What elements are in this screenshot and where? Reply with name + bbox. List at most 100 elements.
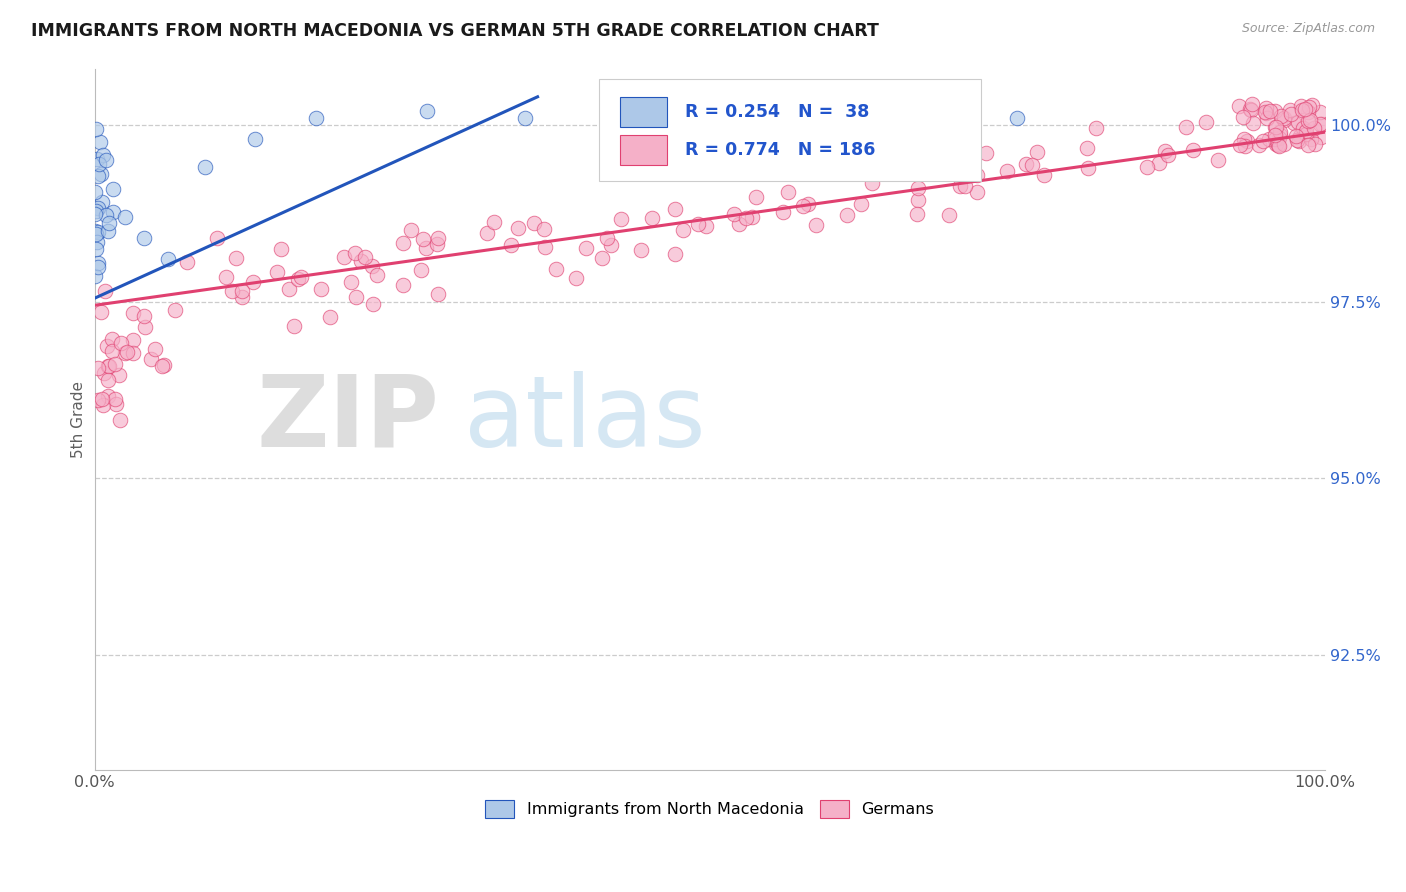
- Point: [1156, 148, 1178, 162]
- Point: [1279, 103, 1302, 117]
- Point: [84, 203, 107, 218]
- Point: [1296, 105, 1319, 120]
- Point: [664, 247, 686, 261]
- Point: [1310, 117, 1333, 131]
- Point: [744, 190, 766, 204]
- Point: [1292, 120, 1315, 135]
- Point: [150, 359, 173, 373]
- Point: [1254, 101, 1277, 115]
- Point: [1206, 153, 1229, 167]
- Point: [1310, 129, 1333, 144]
- Point: [87, 157, 110, 171]
- Point: [101, 344, 124, 359]
- Point: [114, 210, 136, 224]
- Point: [83, 207, 105, 221]
- Point: [1249, 137, 1271, 152]
- Point: [117, 345, 139, 359]
- Point: [132, 231, 155, 245]
- Point: [734, 211, 756, 226]
- Text: IMMIGRANTS FROM NORTH MACEDONIA VS GERMAN 5TH GRADE CORRELATION CHART: IMMIGRANTS FROM NORTH MACEDONIA VS GERMA…: [31, 22, 879, 40]
- Point: [1286, 115, 1309, 129]
- Point: [523, 216, 546, 230]
- Point: [1301, 132, 1323, 146]
- Point: [1077, 161, 1099, 175]
- Point: [231, 285, 253, 299]
- Point: [87, 392, 110, 407]
- Point: [84, 121, 107, 136]
- Point: [1174, 120, 1197, 134]
- Point: [87, 255, 110, 269]
- Point: [84, 224, 107, 238]
- Point: [98, 216, 121, 230]
- Point: [1254, 105, 1277, 120]
- Point: [1296, 138, 1319, 153]
- Point: [499, 237, 522, 252]
- Point: [399, 223, 422, 237]
- Point: [91, 148, 114, 162]
- Point: [243, 132, 266, 146]
- Point: [1153, 144, 1175, 158]
- Point: [1239, 102, 1261, 116]
- Point: [1015, 157, 1038, 171]
- Point: [1272, 113, 1295, 128]
- Point: [797, 197, 820, 211]
- Point: [93, 366, 115, 380]
- Point: [1241, 116, 1264, 130]
- Point: [361, 296, 384, 310]
- Point: [630, 244, 652, 258]
- Point: [1291, 103, 1313, 117]
- Point: [1295, 128, 1317, 142]
- Point: [1301, 98, 1323, 112]
- Point: [87, 201, 110, 215]
- Point: [610, 211, 633, 226]
- Point: [122, 333, 145, 347]
- Point: [266, 264, 288, 278]
- Point: [673, 111, 696, 125]
- Point: [1264, 120, 1286, 134]
- Point: [87, 225, 110, 239]
- Point: [97, 224, 120, 238]
- Point: [134, 319, 156, 334]
- Point: [104, 357, 127, 371]
- Point: [728, 217, 751, 231]
- Point: [723, 207, 745, 221]
- Point: [1264, 136, 1286, 151]
- Point: [599, 238, 621, 252]
- Point: [1279, 106, 1302, 120]
- Point: [966, 186, 988, 200]
- Point: [305, 111, 328, 125]
- Point: [221, 284, 243, 298]
- Y-axis label: 5th Grade: 5th Grade: [72, 381, 86, 458]
- Point: [231, 289, 253, 303]
- FancyBboxPatch shape: [599, 79, 980, 181]
- Point: [411, 263, 433, 277]
- Point: [311, 282, 333, 296]
- Point: [86, 152, 108, 166]
- Bar: [620, 97, 666, 127]
- Point: [426, 231, 449, 245]
- Point: [157, 252, 180, 267]
- Point: [333, 250, 356, 264]
- Point: [1296, 114, 1319, 128]
- Point: [1257, 132, 1279, 146]
- Point: [1227, 99, 1250, 113]
- Point: [89, 135, 111, 149]
- Point: [277, 282, 299, 296]
- Bar: [620, 135, 666, 165]
- Point: [1236, 134, 1258, 148]
- Text: ZIP: ZIP: [256, 370, 439, 467]
- Point: [343, 245, 366, 260]
- Point: [1264, 128, 1286, 142]
- Point: [392, 235, 415, 250]
- Point: [953, 178, 976, 193]
- Point: [1289, 99, 1312, 113]
- Text: Source: ZipAtlas.com: Source: ZipAtlas.com: [1241, 22, 1375, 36]
- Point: [100, 332, 122, 346]
- Point: [1267, 137, 1289, 152]
- Point: [1195, 115, 1218, 129]
- Point: [664, 202, 686, 217]
- Point: [1282, 116, 1305, 130]
- Point: [1007, 111, 1029, 125]
- Point: [165, 303, 187, 318]
- Point: [1309, 105, 1331, 120]
